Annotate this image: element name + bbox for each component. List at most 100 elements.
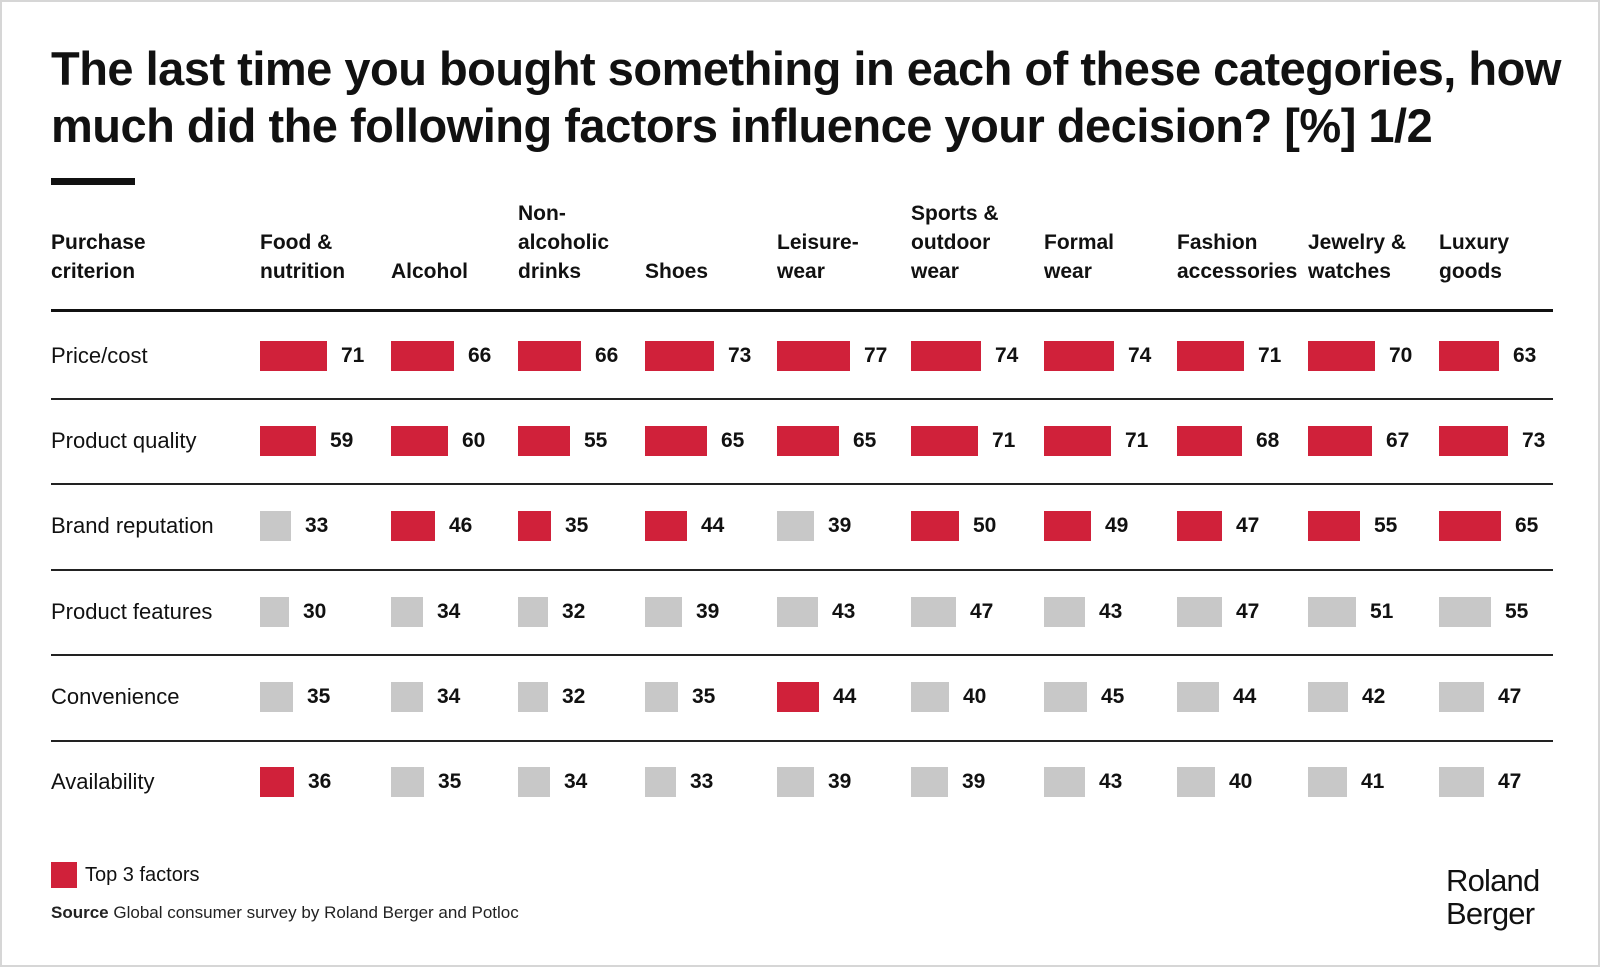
data-cell: 32 [518, 682, 642, 712]
data-label: 71 [992, 429, 1016, 452]
data-label: 35 [565, 514, 589, 537]
data-label: 51 [1370, 600, 1394, 623]
bar-top3 [391, 341, 454, 371]
bar-other [645, 682, 678, 712]
data-label: 67 [1386, 429, 1410, 452]
data-label: 49 [1105, 514, 1129, 537]
bar-other [645, 767, 676, 797]
data-label: 39 [828, 770, 852, 793]
source-text: Global consumer survey by Roland Berger … [108, 903, 519, 922]
bar-other [777, 511, 814, 541]
bar-other [911, 682, 949, 712]
data-label: 74 [1128, 344, 1152, 367]
data-label: 33 [690, 770, 714, 793]
data-label: 65 [1515, 514, 1539, 537]
row-label: Price/cost [51, 343, 148, 368]
data-cell: 39 [645, 597, 773, 627]
data-cell: 40 [911, 682, 1041, 712]
data-label: 47 [970, 600, 994, 623]
data-cell: 44 [645, 511, 773, 541]
bar-other [1177, 767, 1215, 797]
data-label: 63 [1513, 344, 1537, 367]
data-cell: 51 [1308, 597, 1436, 627]
data-cell: 65 [645, 426, 773, 456]
bar-other [777, 767, 814, 797]
data-label: 44 [1233, 685, 1257, 708]
bar-other [1439, 767, 1484, 797]
data-label: 33 [305, 514, 329, 537]
data-cell: 71 [1044, 426, 1174, 456]
data-label: 71 [1125, 429, 1149, 452]
data-label: 55 [1505, 600, 1529, 623]
data-label: 55 [1374, 514, 1398, 537]
bar-top3 [1308, 426, 1372, 456]
data-label: 34 [437, 685, 461, 708]
data-cell: 77 [777, 341, 907, 371]
row-divider [51, 398, 1553, 400]
data-cell: 33 [260, 511, 385, 541]
column-header: Sports & outdoor wear [911, 202, 999, 283]
column-header: Jewelry & watches [1308, 231, 1407, 283]
row-divider [51, 569, 1553, 571]
bar-top3 [518, 341, 581, 371]
data-label: 66 [595, 344, 619, 367]
data-cell: 65 [777, 426, 907, 456]
data-cell: 67 [1308, 426, 1436, 456]
data-label: 70 [1389, 344, 1413, 367]
bar-other [1177, 597, 1222, 627]
bar-top3 [911, 426, 978, 456]
data-cell: 49 [1044, 511, 1174, 541]
bar-top3 [1308, 341, 1375, 371]
bar-top3 [777, 426, 839, 456]
data-label: 32 [562, 685, 586, 708]
data-label: 73 [728, 344, 752, 367]
bar-other [645, 597, 682, 627]
data-label: 55 [584, 429, 608, 452]
bar-top3 [911, 341, 981, 371]
data-cell: 47 [1177, 511, 1305, 541]
data-label: 43 [1099, 600, 1123, 623]
data-cell: 73 [645, 341, 773, 371]
data-label: 66 [468, 344, 492, 367]
data-cell: 74 [1044, 341, 1174, 371]
bar-top3 [1177, 426, 1242, 456]
data-label: 39 [828, 514, 852, 537]
data-cell: 36 [260, 767, 385, 797]
source-note: Source Global consumer survey by Roland … [51, 901, 519, 925]
bar-other [391, 597, 423, 627]
bar-other [260, 682, 293, 712]
data-label: 68 [1256, 429, 1280, 452]
bar-top3 [777, 682, 819, 712]
data-label: 39 [962, 770, 986, 793]
bar-other [1439, 682, 1484, 712]
data-label: 74 [995, 344, 1019, 367]
row-divider [51, 483, 1553, 485]
data-label: 59 [330, 429, 354, 452]
bar-top3 [391, 511, 435, 541]
bar-other [1044, 682, 1087, 712]
data-cell: 35 [518, 511, 642, 541]
data-cell: 41 [1308, 767, 1436, 797]
bar-other [518, 682, 548, 712]
data-cell: 46 [391, 511, 513, 541]
column-header: Fashion accessories [1177, 231, 1298, 283]
bar-top3 [260, 426, 316, 456]
data-label: 39 [696, 600, 720, 623]
row-label: Availability [51, 769, 155, 794]
bar-other [260, 511, 291, 541]
data-label: 44 [833, 685, 857, 708]
data-cell: 66 [391, 341, 513, 371]
data-cell: 35 [260, 682, 385, 712]
data-cell: 35 [645, 682, 773, 712]
column-header: Formal wear [1044, 231, 1115, 283]
data-cell: 39 [777, 767, 907, 797]
bar-other [391, 682, 423, 712]
bar-top3 [645, 426, 707, 456]
data-cell: 47 [911, 597, 1041, 627]
bar-other [391, 767, 424, 797]
data-cell: 43 [777, 597, 907, 627]
data-cell: 34 [391, 682, 513, 712]
bar-top3 [1439, 426, 1508, 456]
bar-other [518, 597, 548, 627]
bar-top3 [1177, 511, 1222, 541]
